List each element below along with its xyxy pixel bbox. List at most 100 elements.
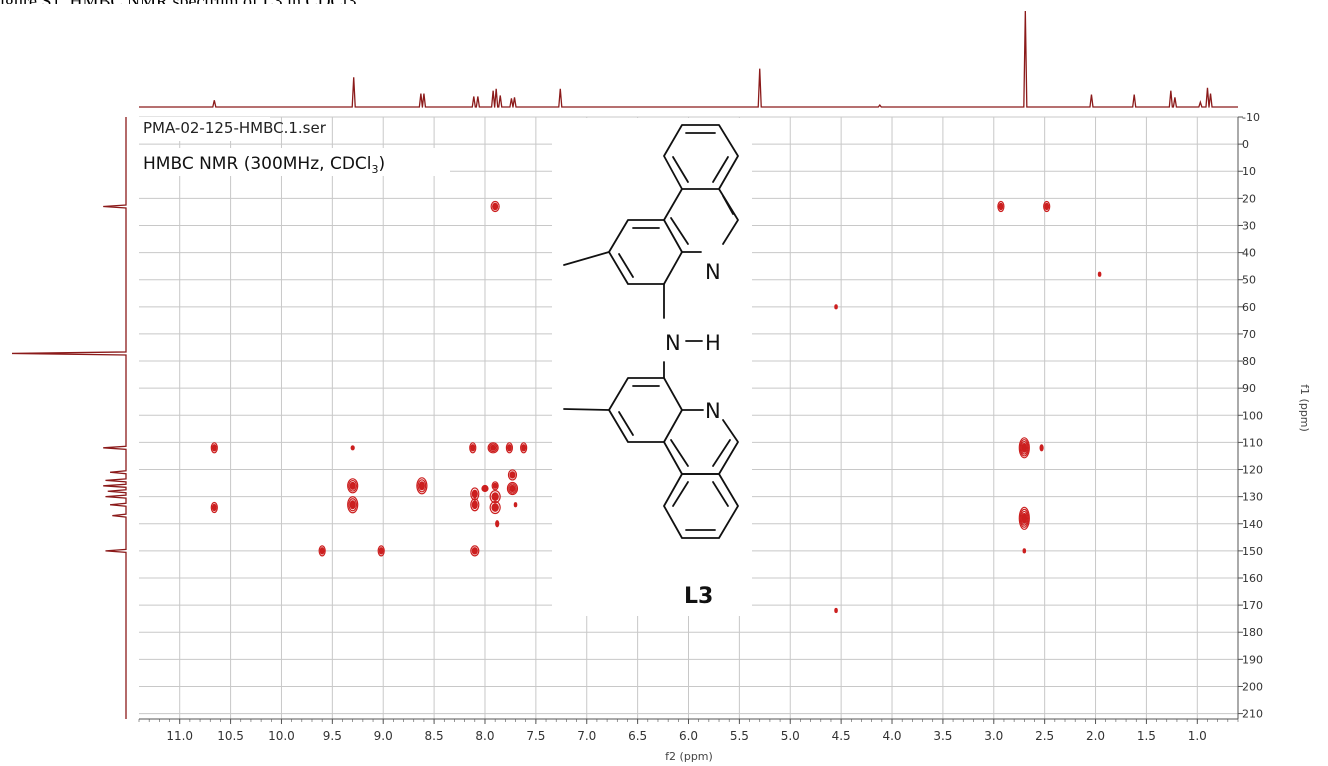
cross-peak xyxy=(509,471,516,479)
y-tick-label: 130 xyxy=(1242,491,1263,504)
cross-peak xyxy=(470,545,480,557)
y-tick-label: 20 xyxy=(1242,192,1256,205)
cross-peak xyxy=(507,469,518,481)
structure-atom-nh-n: N xyxy=(665,331,681,355)
cross-peak xyxy=(348,498,358,512)
x-tick-label: 9.0 xyxy=(374,729,393,743)
x-tick-label: 2.5 xyxy=(1035,729,1054,743)
x-tick-label: 8.5 xyxy=(425,729,444,743)
x-tick-label: 2.0 xyxy=(1086,729,1105,743)
cross-peak xyxy=(470,444,476,452)
y-tick-label: 90 xyxy=(1242,382,1256,395)
x-tick-label: 6.0 xyxy=(679,729,698,743)
cross-peak xyxy=(490,444,497,451)
cross-peak xyxy=(349,481,356,490)
chart-title-suffix: ) xyxy=(379,154,386,174)
x-axis-label: f2 (ppm) xyxy=(665,750,713,763)
cross-peak xyxy=(1020,510,1029,526)
chemical-structure-l3: N N H N L3 xyxy=(552,118,752,616)
projections xyxy=(11,10,1238,719)
cross-peak xyxy=(509,484,516,493)
cross-peak xyxy=(470,498,480,512)
y-tick-label: 190 xyxy=(1242,653,1263,666)
chart-title-prefix: HMBC NMR (300MHz, CDCl xyxy=(143,154,372,174)
cross-peak xyxy=(505,442,514,454)
cross-peak xyxy=(1021,442,1028,453)
y-tick-label: 30 xyxy=(1242,219,1256,232)
cross-peak xyxy=(471,547,478,555)
cross-peak xyxy=(834,607,838,614)
cross-peak xyxy=(489,500,501,515)
file-label: PMA-02-125-HMBC.1.ser xyxy=(143,119,327,137)
chart-title: HMBC NMR (300MHz, CDCl3) xyxy=(143,154,385,176)
cross-peak xyxy=(318,545,326,557)
cross-peak xyxy=(349,500,356,510)
y-tick-label: 40 xyxy=(1242,247,1256,260)
cross-peak xyxy=(1097,271,1102,277)
figure-caption-fragment: igure S1. HMBC NMR spectrum of L3 in CDC… xyxy=(0,0,357,11)
axis-ticks: 11.0 10.5 10.0 9.5 9.0 8.5 8.0 7.5 7.0 6.5 6.0 5.5 5… xyxy=(138,111,1263,743)
cross-peak xyxy=(470,487,480,501)
cross-peaks xyxy=(210,168,1102,614)
x-tick-label: 10.0 xyxy=(268,729,295,743)
cross-peak xyxy=(1021,512,1028,524)
x-tick-label: 1.0 xyxy=(1188,729,1207,743)
cross-peak xyxy=(481,484,489,493)
proton-projection-spectrum xyxy=(139,10,1238,108)
x-tick-label: 4.5 xyxy=(832,729,851,743)
cross-peak xyxy=(469,442,477,454)
x-tick-label: 3.0 xyxy=(984,729,1003,743)
cross-peak xyxy=(834,304,838,310)
cross-peak xyxy=(998,202,1004,211)
x-tick-label: 3.5 xyxy=(933,729,952,743)
cross-peak xyxy=(416,477,428,495)
x-tick-label: 10.5 xyxy=(217,729,244,743)
cross-peak xyxy=(471,489,478,499)
cross-peak xyxy=(1043,200,1051,213)
x-tick-label: 11.0 xyxy=(166,729,193,743)
y-axis-label: f1 (ppm) xyxy=(1298,384,1311,432)
cross-peak xyxy=(1019,508,1029,528)
cross-peak xyxy=(521,444,527,452)
cross-peak xyxy=(347,496,359,514)
structure-backdrop xyxy=(552,118,752,616)
cross-peak xyxy=(210,442,218,454)
cross-peak xyxy=(489,490,501,504)
y-tick-label: 150 xyxy=(1242,545,1263,558)
cross-peak xyxy=(211,444,217,452)
x-tick-label: 4.0 xyxy=(882,729,901,743)
cross-peak xyxy=(211,503,217,512)
structure-atom-n-top: N xyxy=(705,260,721,284)
cross-peak xyxy=(1019,439,1029,457)
cross-peak xyxy=(495,520,500,528)
x-tick-label: 6.5 xyxy=(628,729,647,743)
x-tick-label: 8.0 xyxy=(475,729,494,743)
cross-peak xyxy=(418,481,425,491)
y-tick-label: 140 xyxy=(1242,518,1263,531)
cross-peak xyxy=(1022,548,1027,554)
cross-peak xyxy=(348,479,358,492)
title-box xyxy=(138,148,450,176)
cross-peak xyxy=(492,202,499,211)
cross-peak xyxy=(491,481,499,491)
cross-peak xyxy=(210,501,218,514)
y-tick-label: 170 xyxy=(1242,599,1263,612)
y-tick-label: 80 xyxy=(1242,355,1256,368)
cross-peak xyxy=(506,481,519,496)
x-tick-label: 1.5 xyxy=(1137,729,1156,743)
y-tick-label: 100 xyxy=(1242,409,1263,422)
structure-atom-nh-h: H xyxy=(705,331,721,355)
x-tick-label: 7.5 xyxy=(526,729,545,743)
cross-peak xyxy=(319,547,325,555)
structure-atom-n-bottom: N xyxy=(705,399,721,423)
y-tick-label: 120 xyxy=(1242,464,1263,477)
cross-peak xyxy=(1039,444,1044,452)
structure-label: L3 xyxy=(684,584,713,609)
cross-peak xyxy=(513,502,518,508)
carbon-projection-spectrum xyxy=(11,117,127,719)
y-tick-label: 210 xyxy=(1242,708,1263,721)
cross-peak xyxy=(347,478,359,494)
x-tick-label: 9.5 xyxy=(323,729,342,743)
cross-peak xyxy=(520,442,528,454)
